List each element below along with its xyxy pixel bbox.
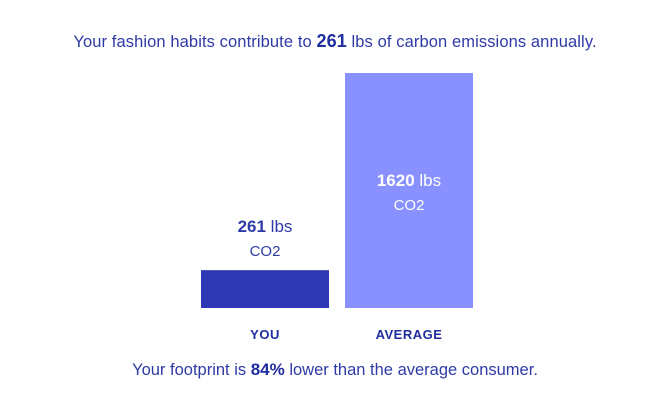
footer-value: 84%	[250, 360, 285, 379]
headline: Your fashion habits contribute to 261 lb…	[0, 31, 670, 52]
bar-value-label-average: 1620 lbs	[377, 171, 441, 190]
category-label-you: YOU	[250, 327, 280, 342]
headline-prefix: Your fashion habits contribute to	[73, 33, 317, 51]
bar-value-number-you: 261	[238, 217, 266, 236]
footer-prefix: Your footprint is	[132, 361, 251, 379]
bar-value-number-average: 1620	[377, 171, 415, 190]
headline-suffix: lbs of carbon emissions annually.	[346, 33, 597, 51]
bar-you	[201, 270, 329, 308]
bar-sublabel-average: CO2	[394, 197, 425, 214]
bar-value-unit-you: lbs	[266, 217, 292, 236]
bar-average	[345, 73, 473, 308]
footer-suffix: lower than the average consumer.	[284, 361, 538, 379]
category-label-average: AVERAGE	[376, 327, 443, 342]
bar-sublabel-you: CO2	[250, 243, 281, 260]
comparison-statement: Your footprint is 84% lower than the ave…	[0, 360, 670, 380]
bar-value-unit-average: lbs	[415, 171, 441, 190]
headline-value: 261	[316, 31, 347, 51]
bar-value-label-you: 261 lbs	[238, 217, 293, 236]
